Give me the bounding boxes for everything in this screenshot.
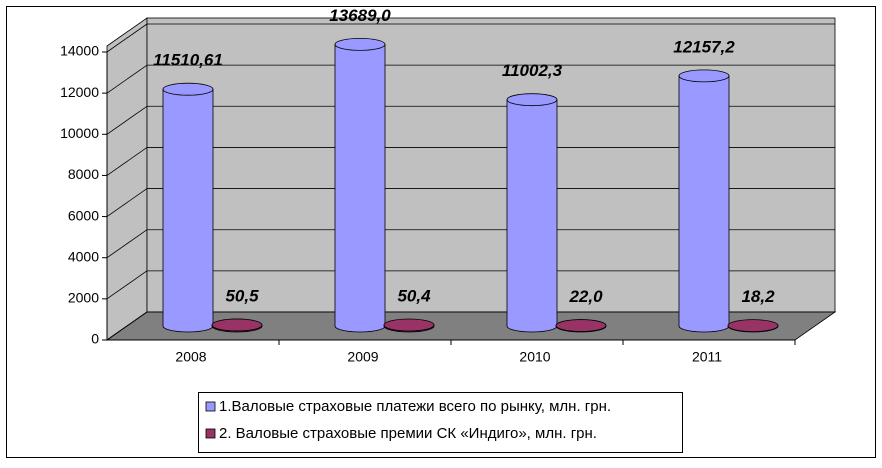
cylinder-top xyxy=(506,93,558,107)
value-label: 22,0 xyxy=(568,287,603,306)
legend-label: 1.Валовые страховые платежи всего по рын… xyxy=(219,398,611,415)
value-label: 50,5 xyxy=(225,286,259,305)
cylinder-top xyxy=(383,318,435,332)
cylinder xyxy=(678,75,730,333)
x-tick-label: 2009 xyxy=(347,349,378,365)
x-tick-label: 2011 xyxy=(692,349,722,365)
cylinder-top xyxy=(334,37,386,51)
grid-line xyxy=(106,188,148,217)
grid-line xyxy=(106,147,148,176)
grid-line xyxy=(106,270,148,300)
value-label: 12157,2 xyxy=(673,37,735,56)
y-tick-label: 14000 xyxy=(60,43,99,59)
cylinder xyxy=(334,43,386,333)
cylinder-top xyxy=(678,69,730,83)
y-tick-label: 0 xyxy=(91,331,99,347)
back-wall xyxy=(146,17,836,313)
cylinder-top xyxy=(162,82,214,96)
y-tick-label: 8000 xyxy=(68,166,99,182)
legend-label: 2. Валовые страховые премии СК «Индиго»,… xyxy=(219,425,597,442)
grid-line xyxy=(106,64,148,94)
value-label: 13689,0 xyxy=(329,6,391,25)
grid-line xyxy=(106,105,148,135)
legend-swatch xyxy=(205,401,216,412)
cylinder-top xyxy=(727,319,779,333)
y-tick-label: 6000 xyxy=(68,207,99,223)
cylinder xyxy=(162,88,214,333)
value-label: 11510,61 xyxy=(153,51,223,70)
side-wall xyxy=(106,17,148,341)
y-tick-label: 12000 xyxy=(60,84,99,100)
value-label: 18,2 xyxy=(741,287,775,306)
grid-line xyxy=(106,23,148,53)
x-tick-label: 2008 xyxy=(175,349,206,365)
value-label: 11002,3 xyxy=(502,61,563,80)
x-tick-label: 2010 xyxy=(519,349,550,365)
grid-line xyxy=(106,229,148,259)
value-label: 50,4 xyxy=(397,286,431,305)
legend xyxy=(198,392,683,453)
y-tick-label: 4000 xyxy=(68,248,99,264)
legend-swatch xyxy=(205,428,216,439)
y-tick-label: 10000 xyxy=(60,125,99,141)
cylinder-top xyxy=(555,319,607,332)
cylinder-top xyxy=(211,318,263,332)
cylinder xyxy=(506,99,558,333)
y-tick-label: 2000 xyxy=(68,290,99,306)
grid-line xyxy=(106,311,148,341)
